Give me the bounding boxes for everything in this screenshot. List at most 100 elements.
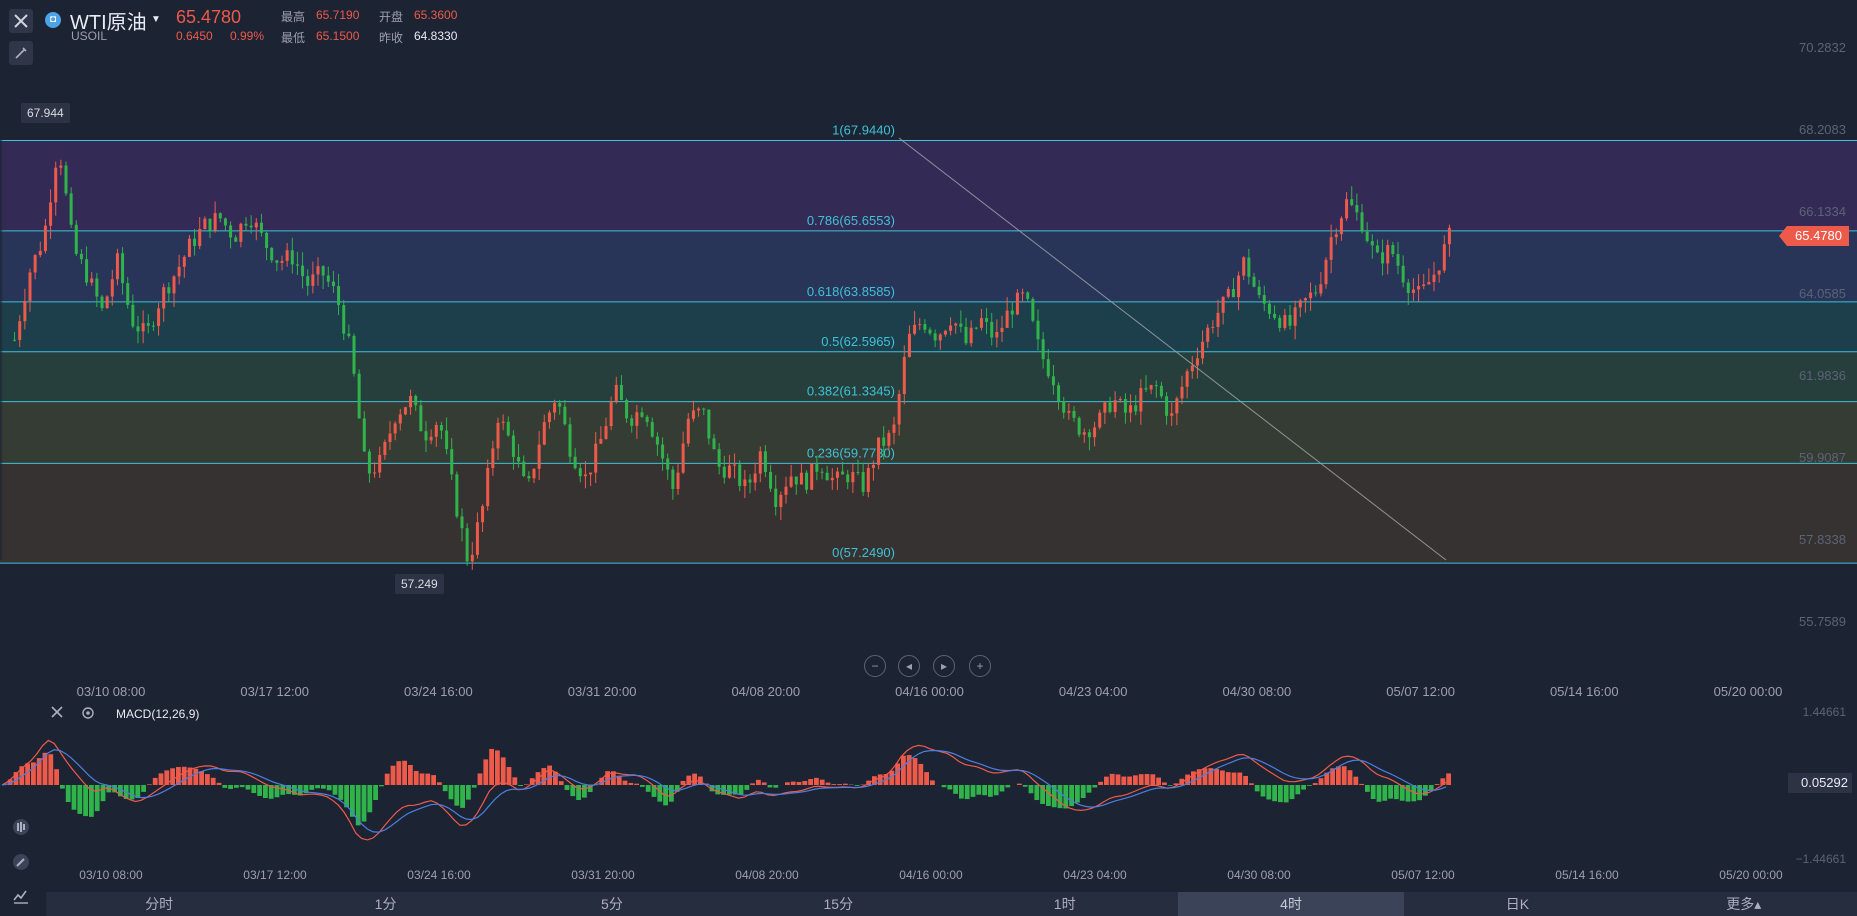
last-price: 65.4780 (176, 7, 242, 27)
tab-daily[interactable]: 日K (1505, 896, 1530, 912)
candle (532, 468, 536, 479)
macd-close-icon[interactable] (50, 705, 64, 724)
candle (717, 449, 721, 467)
tab-more[interactable]: 更多▴ (1726, 896, 1762, 912)
candle (1010, 310, 1014, 315)
macd-time-axis-label: 04/30 08:00 (1227, 868, 1291, 882)
candle (943, 330, 947, 335)
macd-bar (442, 785, 448, 792)
price-axis-label: 61.9836 (1799, 368, 1846, 383)
draw-tool-button[interactable] (9, 41, 33, 65)
tab-timeshare[interactable]: 分时 (145, 896, 174, 912)
macd-bar (355, 785, 361, 826)
macd-bar (396, 761, 402, 785)
macd-bar (234, 785, 239, 788)
candle (1437, 270, 1441, 275)
macd-bar (350, 785, 355, 817)
macd-bar (738, 785, 744, 795)
macd-bar (193, 768, 199, 785)
macd-bar (326, 785, 332, 791)
macd-bar (245, 785, 251, 790)
close-button[interactable] (9, 9, 33, 33)
candle (686, 418, 690, 444)
symbol-name[interactable]: WTI原油 (70, 12, 147, 34)
macd-bar (1399, 785, 1405, 801)
candle (414, 395, 418, 406)
candle (280, 260, 284, 263)
candle (1334, 234, 1338, 238)
candle (877, 437, 881, 465)
macd-bar (1266, 785, 1272, 800)
tab-4h[interactable]: 4时 (1177, 892, 1405, 916)
tab-15min[interactable]: 15分 (823, 896, 854, 912)
candle (846, 474, 850, 483)
macd-bar (727, 785, 732, 795)
macd-bar (1237, 772, 1243, 785)
candle (856, 472, 860, 474)
macd-bar (158, 773, 164, 785)
scroll-start-button[interactable]: ◂ (898, 655, 920, 677)
draw-tool[interactable] (10, 851, 32, 873)
symbol-dropdown-icon[interactable]: ▼ (151, 14, 161, 25)
candle (1190, 365, 1194, 372)
macd-bar (814, 777, 819, 785)
macd-bar (1283, 785, 1289, 803)
macd-bar (268, 785, 274, 799)
macd-bar (1109, 773, 1115, 785)
macd-bar (13, 772, 19, 785)
trend-line[interactable] (898, 137, 1447, 561)
candle (1005, 310, 1009, 328)
zoom-out-button[interactable]: − (864, 655, 886, 677)
macd-bar (419, 773, 425, 785)
candle (1175, 398, 1179, 414)
candle (1062, 401, 1066, 413)
current-price-tag: 65.4780 (1779, 226, 1849, 246)
macd-bar (309, 785, 315, 790)
candle (527, 476, 531, 479)
tab-5min[interactable]: 5分 (601, 896, 623, 912)
tab-1min[interactable]: 1分 (374, 896, 397, 912)
macd-bar (605, 771, 610, 785)
macd-bar (332, 785, 338, 795)
candle (259, 222, 263, 233)
candle (157, 308, 161, 327)
macd-bar (1272, 785, 1277, 802)
macd-bar (518, 785, 523, 787)
candle (933, 333, 937, 341)
macd-bar (953, 785, 958, 794)
candle (1031, 298, 1035, 321)
macd-bar (384, 773, 390, 785)
scroll-end-button[interactable]: ▸ (933, 655, 955, 677)
candle (450, 449, 454, 475)
macd-bar (361, 785, 367, 822)
macd-bar (83, 785, 88, 817)
candle (938, 334, 942, 341)
indicator-tool[interactable] (10, 816, 32, 838)
macd-time-axis-label: 05/14 16:00 (1555, 868, 1619, 882)
price-axis-label: 64.0585 (1799, 286, 1846, 301)
macd-bar (570, 785, 576, 797)
candle (136, 326, 140, 332)
macd-bar (263, 785, 268, 798)
candle (1139, 388, 1143, 412)
candle (1391, 245, 1395, 255)
macd-settings-icon[interactable] (81, 706, 95, 725)
close-icon (14, 14, 28, 28)
candle (1113, 400, 1117, 412)
macd-bar (205, 774, 210, 785)
candle (887, 432, 891, 446)
candle (383, 442, 387, 455)
price-axis-label: 55.7589 (1799, 614, 1846, 629)
candle (907, 333, 911, 357)
macd-bar (1225, 772, 1231, 785)
fib-band (0, 401, 1857, 464)
candle (316, 266, 320, 275)
macd-bar (199, 771, 204, 785)
chart-type-tool[interactable] (10, 885, 32, 907)
macd-bar (1254, 785, 1260, 792)
fib-label: 0.5(62.5965) (821, 334, 895, 349)
candle (321, 266, 325, 276)
tab-1h[interactable]: 1时 (1053, 896, 1076, 912)
zoom-in-button[interactable]: + (969, 655, 991, 677)
